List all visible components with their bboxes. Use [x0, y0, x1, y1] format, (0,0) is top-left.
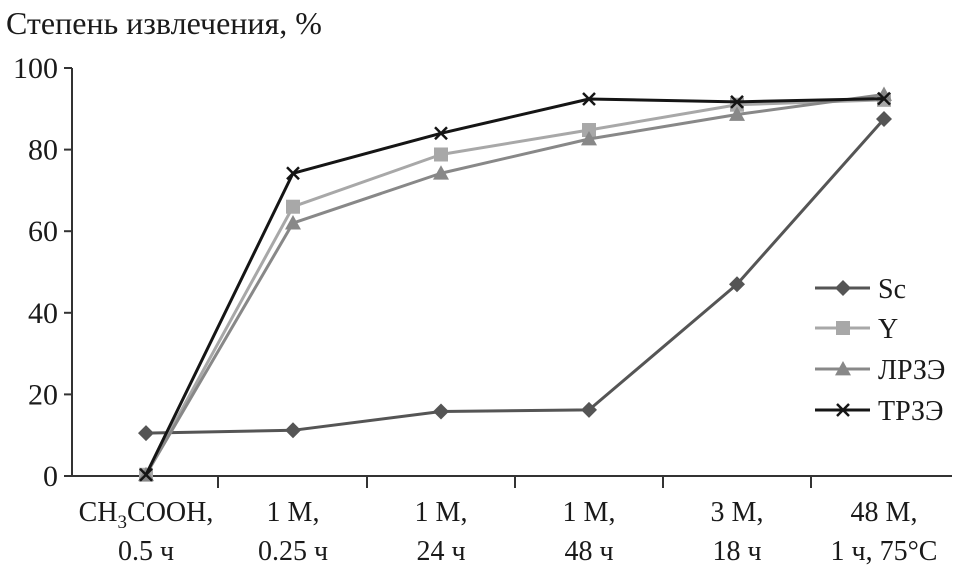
legend-marker-трзэ — [836, 403, 850, 417]
legend: Sc Y ЛРЗЭ ТРЗЭ — [815, 274, 945, 427]
y-tick-label: 60 — [28, 215, 58, 248]
legend-label-лрзэ: ЛРЗЭ — [878, 355, 945, 386]
series-line-лрзэ — [144, 93, 885, 476]
x-category-label-line1: 1 M, — [563, 497, 616, 528]
y-axis-label: Степень извлечения, % — [6, 5, 322, 41]
data-point-лрзэ — [285, 215, 301, 230]
legend-item-sc: Sc — [815, 274, 906, 305]
x-category-label-line2: 0.25 ч — [258, 536, 328, 567]
data-point-трзэ — [582, 92, 596, 106]
series-y — [139, 92, 891, 482]
y-tick-label: 80 — [28, 134, 58, 167]
axes — [71, 68, 952, 477]
series-sc — [138, 111, 892, 442]
series-трзэ — [139, 91, 891, 482]
y-tick-label: 20 — [28, 378, 58, 411]
legend-marker-sc — [835, 280, 851, 296]
legend-item-трзэ: ТРЗЭ — [815, 396, 944, 427]
y-axis-ticks: 0 20 40 60 80 100 — [13, 52, 72, 493]
legend-label-трзэ: ТРЗЭ — [878, 396, 944, 427]
data-point-sc — [581, 401, 597, 418]
x-category-label-line1: 3 M, — [711, 497, 764, 528]
x-category-label-line1: 48 M, — [851, 497, 918, 528]
data-point-sc — [285, 422, 301, 439]
data-point-трзэ — [730, 94, 744, 109]
data-point-sc — [433, 403, 449, 420]
series-layer — [138, 86, 892, 482]
data-point-трзэ — [434, 126, 448, 141]
y-tick-label: 40 — [28, 297, 58, 330]
x-category-label-line2: 48 ч — [564, 536, 613, 567]
data-point-лрзэ — [581, 130, 597, 146]
x-category-label-line2: 24 ч — [416, 536, 465, 567]
data-point-y — [582, 123, 596, 138]
x-axis-ticks: CH3COOH,0.5 ч 1 M, 0.25 ч 1 M, 24 ч 1 M, 48 ч 3… — [79, 476, 938, 567]
data-point-y — [286, 199, 300, 214]
x-category-label-line1: 1 M, — [415, 497, 468, 528]
data-point-sc — [876, 111, 892, 127]
data-point-лрзэ — [433, 165, 449, 180]
series-line-sc — [145, 118, 886, 435]
series-line-трзэ — [144, 97, 885, 476]
data-point-трзэ — [139, 467, 153, 482]
x-category-label-line1: 1 M, — [267, 497, 320, 528]
data-point-sc — [138, 425, 154, 442]
data-point-sc — [729, 276, 745, 293]
legend-marker-y — [836, 321, 850, 335]
y-tick-label: 0 — [43, 460, 58, 493]
x-category-label-line2: 0.5 ч — [118, 536, 174, 567]
x-category-label-line2: 1 ч, 75°C — [831, 536, 938, 567]
data-point-трзэ — [286, 166, 300, 181]
legend-item-лрзэ: ЛРЗЭ — [815, 355, 945, 386]
legend-label-y: Y — [878, 314, 898, 345]
data-point-трзэ — [877, 91, 891, 106]
x-category-label-line1: CH3COOH, — [79, 497, 214, 533]
series-line-y — [144, 98, 885, 476]
legend-label-sc: Sc — [878, 274, 906, 305]
data-point-y — [434, 147, 448, 162]
y-tick-label: 100 — [13, 52, 58, 85]
legend-item-y: Y — [815, 314, 898, 345]
legend-marker-лрзэ — [835, 361, 851, 376]
data-point-лрзэ — [729, 106, 745, 121]
x-category-label-line2: 18 ч — [712, 536, 761, 567]
